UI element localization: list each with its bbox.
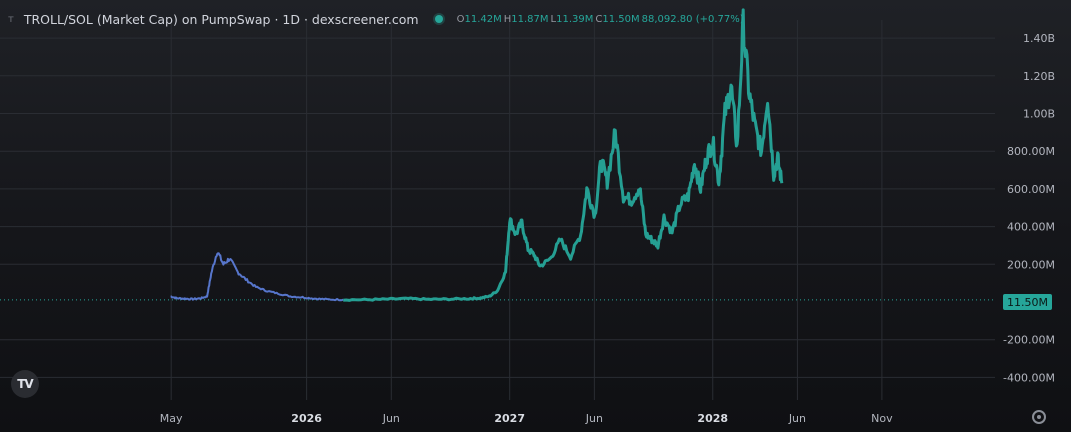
chart-legend: ᴛ TROLL/SOL (Market Cap) on PumpSwap · 1…	[8, 11, 746, 27]
current-price-tag: 11.50M	[1003, 294, 1052, 310]
high-value: 11.87M	[511, 13, 549, 25]
series-line-1	[343, 8, 784, 302]
y-tick-label-8: -400.00M	[1003, 371, 1055, 384]
open-value: 11.42M	[464, 13, 502, 25]
high-label: H	[503, 13, 512, 25]
volume-change: 88,092.80 (+0.77%)	[641, 13, 744, 25]
market-status-dot-icon	[434, 15, 443, 23]
y-tick-label-6: 200.00M	[1007, 258, 1055, 271]
low-value: 11.39M	[556, 13, 594, 25]
open-label: O	[456, 13, 465, 25]
y-tick-label-3: 800.00M	[1007, 145, 1055, 158]
y-tick-label-4: 600.00M	[1007, 183, 1055, 196]
y-tick-label-2: 1.00B	[1023, 108, 1055, 121]
ohlc-readout: O 11.42M H 11.87M L 11.39M C 11.50M 88,0…	[457, 14, 746, 25]
y-tick-label-5: 400.00M	[1007, 221, 1055, 234]
x-tick-label-5: 2028	[697, 412, 728, 425]
y-tick-label-1: 1.20B	[1023, 70, 1055, 83]
low-label: L	[550, 13, 557, 25]
x-tick-label-2: Jun	[382, 412, 400, 425]
x-tick-label-3: 2027	[494, 412, 525, 425]
settings-gear-icon[interactable]	[1032, 410, 1046, 424]
chart-title: TROLL/SOL (Market Cap) on PumpSwap · 1D …	[23, 11, 419, 27]
y-tick-label-7: -200.00M	[1003, 334, 1055, 347]
tradingview-logo-icon[interactable]: TV	[11, 370, 39, 398]
x-tick-label-0: May	[160, 412, 183, 425]
x-tick-label-7: Nov	[871, 412, 893, 425]
close-label: C	[595, 13, 603, 25]
x-tick-label-4: Jun	[585, 412, 603, 425]
close-value: 11.50M	[602, 13, 640, 25]
series-line-0	[170, 252, 344, 302]
y-tick-label-0: 1.40B	[1023, 32, 1055, 45]
x-tick-label-6: Jun	[788, 412, 806, 425]
x-tick-label-1: 2026	[291, 412, 322, 425]
symbol-marker-icon: ᴛ	[8, 13, 14, 25]
